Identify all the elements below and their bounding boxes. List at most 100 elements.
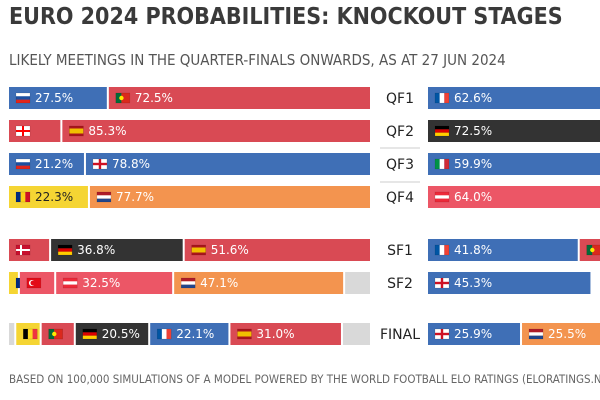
bar-segment-left-denmark: [9, 239, 50, 261]
flag-border: [434, 191, 450, 203]
source-footnote: BASED ON 100,000 SIMULATIONS OF A MODEL …: [9, 372, 600, 386]
bar-segment-left-other: [9, 323, 15, 345]
stage-label: QF1: [386, 91, 414, 107]
england-flag-icon: [434, 328, 450, 340]
bar-segment-fill: [108, 87, 370, 109]
bar-segment-left-romania: 22.3%: [9, 186, 88, 208]
data-label: 25.9%: [454, 327, 492, 341]
row-qf1: 27.5% 72.5% 62.6% QF1: [9, 87, 600, 109]
data-label: 64.0%: [454, 190, 492, 204]
row-sf2: 32.5% 47.1% 45.3% SF2: [9, 272, 591, 294]
flag-band: [435, 93, 440, 103]
bar-segment-right-portugal: [579, 239, 600, 261]
flag-band: [25, 192, 30, 202]
flag-band: [191, 247, 206, 253]
data-label: 22.1%: [176, 327, 214, 341]
bar-segment-left-other: [345, 272, 370, 294]
denmark-flag-icon: [15, 244, 31, 256]
flag-band: [96, 195, 111, 199]
bar-segment-right-germany: 72.5%: [428, 120, 600, 142]
flag-border: [586, 244, 600, 256]
bar-segment-left-portugal: 72.5%: [108, 87, 370, 109]
flag-band: [181, 284, 196, 288]
bar-segment-right-england: 45.3%: [428, 272, 591, 294]
data-label: 59.9%: [454, 157, 492, 171]
bar-segment-fill: [342, 323, 370, 345]
flag-band: [435, 192, 449, 196]
flag-border: [57, 244, 73, 256]
flag-band: [96, 198, 111, 202]
row-final: 20.5% 22.1% 31.0% 25.9% 25.5% FINAL: [9, 323, 600, 345]
flag-border: [434, 328, 450, 340]
bar-segment-fill: [56, 272, 173, 294]
flag-border: [96, 191, 112, 203]
flag-band: [444, 245, 449, 255]
flag-band: [16, 159, 30, 163]
bar-segment-left-netherlands: 77.7%: [89, 186, 370, 208]
bar-segment-fill: [428, 239, 578, 261]
bar-segment-fill: [89, 186, 370, 208]
bar-segment-right-austria: 64.0%: [428, 186, 600, 208]
flag-band: [48, 329, 55, 339]
bar-segment-fill: [9, 272, 18, 294]
bar-segment-left-georgia: [9, 120, 61, 142]
data-label: 20.5%: [102, 327, 140, 341]
germany-flag-icon: [434, 125, 450, 137]
flag-band: [435, 159, 440, 169]
data-label: 36.8%: [77, 243, 115, 257]
flag-band: [586, 245, 593, 255]
portugal-flag-icon: [115, 92, 131, 104]
flag-border: [15, 125, 31, 137]
bar-segment-left-austria: 32.5%: [56, 272, 173, 294]
flag-emblem: [30, 280, 36, 286]
flag-band: [16, 192, 21, 202]
flag-border: [15, 191, 31, 203]
netherlands-flag-icon: [180, 277, 196, 289]
flag-band: [82, 329, 97, 333]
stage-label: SF2: [387, 276, 413, 292]
flag-band: [16, 99, 30, 103]
flag-border: [180, 277, 196, 289]
flag-band: [96, 192, 111, 196]
bar-segment-right-france: 62.6%: [428, 87, 600, 109]
bar-segment-left-germany: 36.8%: [51, 239, 183, 261]
data-label: 85.3%: [88, 124, 126, 138]
england-flag-icon: [92, 158, 108, 170]
austria-flag-icon: [62, 277, 78, 289]
slovenia-flag-icon: [15, 92, 31, 104]
spain-flag-icon: [69, 125, 84, 137]
data-label: 31.0%: [256, 327, 294, 341]
flag-band: [16, 249, 30, 251]
data-label: 32.5%: [82, 276, 120, 290]
flag-border: [528, 328, 544, 340]
bar-segment-left-slovenia: 27.5%: [9, 87, 107, 109]
bar-segment-fill: [9, 153, 84, 175]
bar-segment-left-england: 78.8%: [85, 153, 371, 175]
netherlands-flag-icon: [528, 328, 544, 340]
flag-band: [435, 245, 440, 255]
bar-segment-left-slovakia: 21.2%: [9, 153, 84, 175]
flag-band: [439, 245, 445, 255]
bar-segment-fill: [230, 323, 341, 345]
flag-border: [434, 92, 450, 104]
flag-border: [434, 125, 450, 137]
flag-band: [16, 162, 30, 166]
bar-segment-fill: [428, 120, 600, 142]
bar-segment-fill: [85, 153, 371, 175]
bar-segment-fill: [9, 120, 61, 142]
bar-segment-left-netherlands: 47.1%: [174, 272, 344, 294]
bar-segment-left-spain: 31.0%: [230, 323, 341, 345]
flag-band: [16, 165, 30, 169]
flag-border: [23, 328, 38, 340]
spain-flag-icon: [237, 328, 252, 340]
flag-emblem: [590, 247, 595, 253]
flag-border: [69, 125, 84, 137]
georgia-flag-icon: [15, 125, 31, 137]
bar-segment-right-netherlands: 25.5%: [522, 323, 600, 345]
flag-band: [63, 278, 78, 282]
row-qf2: 85.3% 72.5% QF2: [9, 120, 600, 142]
flag-band: [529, 332, 544, 336]
flag-band: [27, 329, 33, 339]
flag-band: [161, 329, 167, 339]
